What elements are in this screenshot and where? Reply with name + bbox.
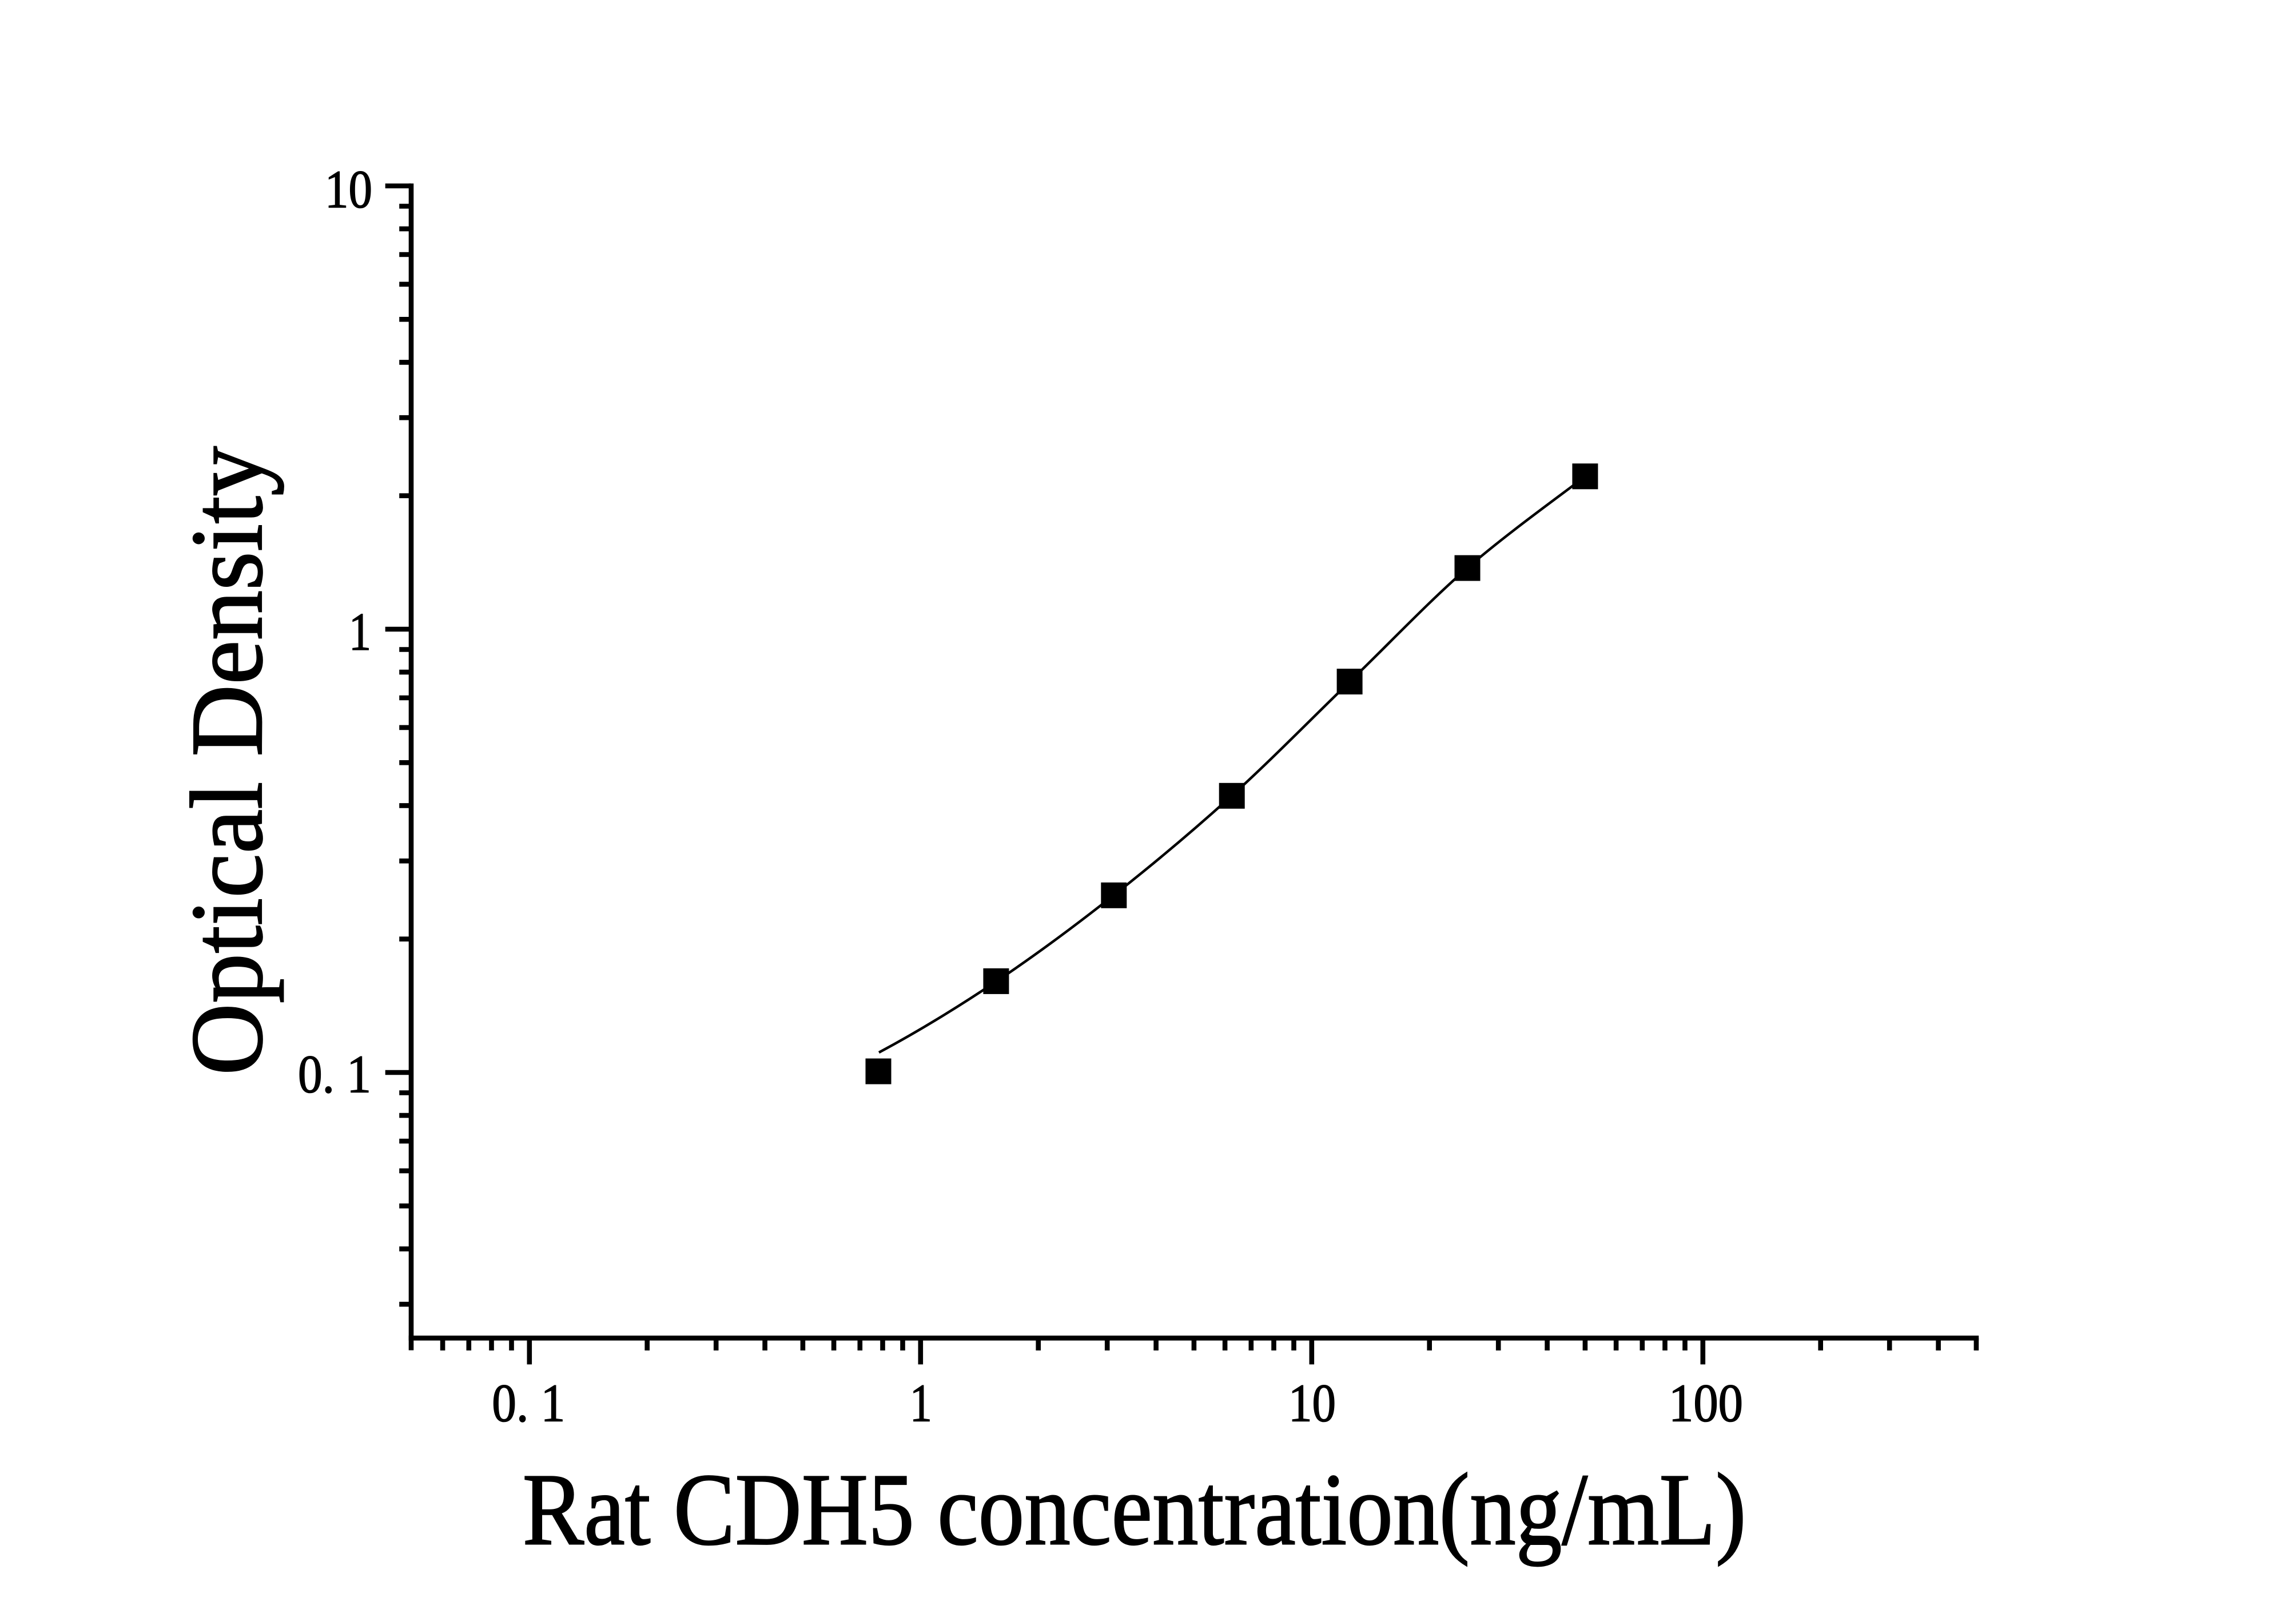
- svg-text:Optical Density: Optical Density: [170, 446, 284, 1075]
- svg-text:10: 10: [1288, 1374, 1336, 1433]
- svg-text:1: 1: [910, 1374, 932, 1433]
- svg-text:0. 1: 0. 1: [298, 1045, 371, 1105]
- svg-text:10: 10: [325, 160, 372, 219]
- svg-text:Rat CDH5 concentration(ng/mL): Rat CDH5 concentration(ng/mL): [523, 1452, 1746, 1566]
- svg-text:100: 100: [1669, 1374, 1743, 1433]
- svg-text:1: 1: [349, 602, 371, 662]
- svg-text:0. 1: 0. 1: [492, 1374, 565, 1433]
